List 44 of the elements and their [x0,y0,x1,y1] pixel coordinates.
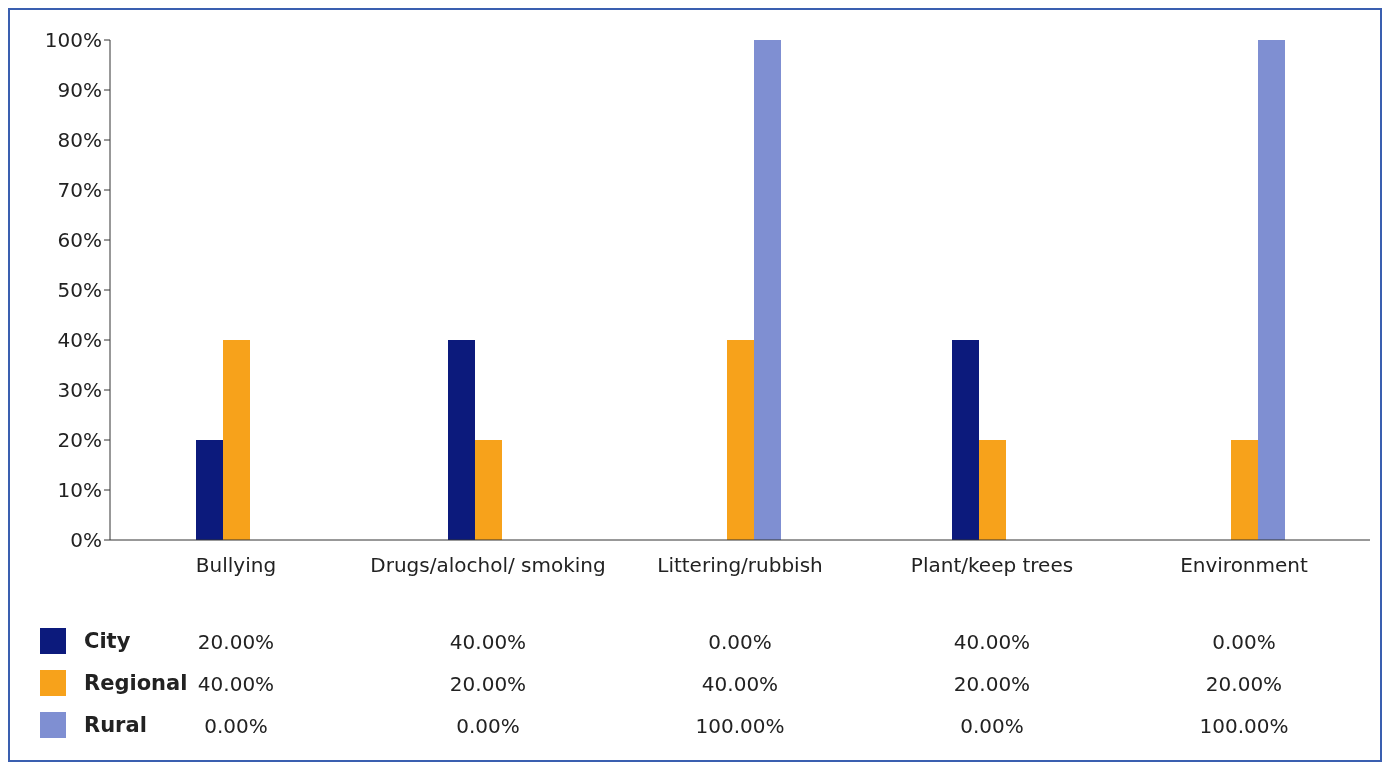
data-label: 40.00% [448,630,528,654]
data-label: 0.00% [707,630,773,654]
bar [979,440,1006,540]
data-label: 40.00% [952,630,1032,654]
y-tick-label: 50% [57,278,102,303]
legend-label: City [84,629,131,653]
bar [223,340,250,540]
y-tick-label: 30% [57,378,102,403]
x-tick-label: Environment [1180,553,1308,578]
y-tick-label: 20% [57,428,102,453]
x-tick-label: Plant/keep trees [910,553,1074,578]
data-label: 20.00% [1204,672,1284,696]
y-tick-label: 40% [57,328,102,353]
bar [952,340,979,540]
data-label: 40.00% [197,672,275,696]
x-tick-label: Bullying [195,553,277,578]
bar [196,440,223,540]
y-tick-label: 100% [44,28,102,53]
y-tick-label: 0% [70,528,102,553]
data-label: 40.00% [700,672,780,696]
y-tick-label: 10% [57,478,102,503]
x-tick-label: Drugs/alochol/ smoking [370,553,606,578]
bar [754,40,781,540]
legend-label: Regional [84,671,188,695]
bar [1258,40,1285,540]
data-label: 100.00% [694,714,786,738]
y-tick-label: 60% [57,228,102,253]
data-label: 0.00% [203,714,269,738]
data-label: 0.00% [455,714,521,738]
data-label: 20.00% [448,672,528,696]
bar [475,440,502,540]
data-label: 20.00% [196,630,276,654]
bar [1231,440,1258,540]
x-tick-label: Littering/rubbish [657,553,823,578]
data-label: 100.00% [1198,714,1290,738]
y-tick-label: 90% [57,78,102,103]
data-label: 0.00% [1211,630,1277,654]
y-tick-label: 70% [57,178,102,203]
bar [727,340,754,540]
bar [448,340,475,540]
y-tick-label: 80% [57,128,102,153]
legend-label: Rural [84,713,147,737]
data-label: 20.00% [952,672,1032,696]
data-label: 0.00% [959,714,1025,738]
